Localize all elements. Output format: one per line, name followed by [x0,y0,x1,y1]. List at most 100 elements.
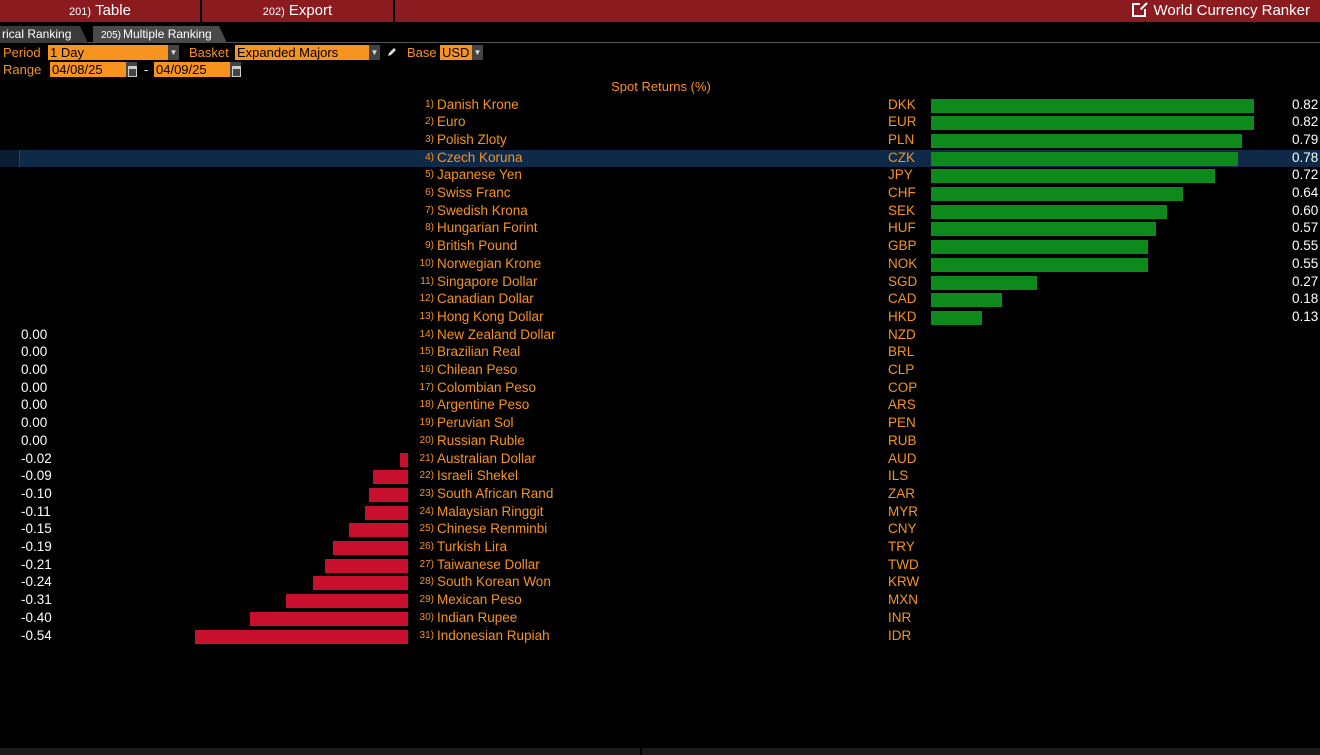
table-row[interactable]: 9) British Pound GBP 0.55 [0,238,1320,256]
return-value-label: 0.00 [21,397,48,413]
external-link-icon[interactable] [1131,1,1148,17]
return-value-label: 0.72 [1292,167,1319,183]
return-value-label: 0.00 [21,344,48,360]
currency-code: ILS [888,468,909,484]
table-row[interactable]: 31) Indonesian Rupiah IDR -0.54 [0,628,1320,646]
tab-historical-ranking[interactable]: rical Ranking [0,26,88,43]
window-title-text: World Currency Ranker [1153,2,1310,19]
basket-dropdown-icon[interactable]: ▼ [369,45,380,60]
range-separator: - [144,62,149,77]
basket-select[interactable]: Expanded Majors [235,45,369,60]
chart-title-text: Spot Returns (%) [611,79,711,94]
return-value-label: 0.00 [21,379,48,395]
table-row[interactable]: 16) Chilean Peso CLP 0.00 [0,362,1320,380]
export-button-number: 202) [262,6,285,18]
positive-return-bar [931,293,1002,308]
currency-code: HUF [888,220,916,236]
rank-number: 6) [425,187,434,198]
table-row[interactable]: 28) South Korean Won KRW -0.24 [0,574,1320,592]
rank-number: 19) [419,417,434,429]
table-row[interactable]: 27) Taiwanese Dollar TWD -0.21 [0,557,1320,575]
currency-name: Swedish Krona [437,202,528,218]
base-dropdown-icon[interactable]: ▼ [472,45,483,60]
tab-multiple-ranking[interactable]: 205) Multiple Ranking [93,26,227,43]
table-row[interactable]: 1) Danish Krone DKK 0.82 [0,97,1320,115]
rank-number: 5) [425,169,434,181]
table-row[interactable]: 19) Peruvian Sol PEN 0.00 [0,415,1320,433]
currency-name: Israeli Shekel [437,468,519,484]
currency-code: CNY [888,521,917,537]
currency-name: Taiwanese Dollar [437,556,540,572]
rank-number: 17) [419,381,434,393]
tab-historical-ranking-label: rical Ranking [2,27,72,41]
table-row[interactable]: 23) South African Rand ZAR -0.10 [0,486,1320,504]
currency-name: Colombian Peso [437,379,537,395]
rank-number: 31) [419,629,434,641]
table-row[interactable]: 25) Chinese Renminbi CNY -0.15 [0,521,1320,539]
table-row[interactable]: 13) Hong Kong Dollar HKD 0.13 [0,309,1320,327]
currency-name: South Korean Won [437,574,551,590]
export-button-label: Export [288,2,333,19]
return-value-label: -0.09 [21,468,52,484]
table-button-number: 201) [69,6,92,18]
table-row[interactable]: 20) Russian Ruble RUB 0.00 [0,433,1320,451]
table-button[interactable]: 201) Table [0,0,202,22]
currency-code: NOK [888,255,918,271]
table-row[interactable]: 2) Euro EUR 0.82 [0,114,1320,132]
return-value-label: 0.27 [1292,273,1319,289]
table-row[interactable]: 21) Australian Dollar AUD -0.02 [0,451,1320,469]
period-dropdown-icon[interactable]: ▼ [168,45,179,60]
negative-return-bar [368,487,408,502]
table-row[interactable]: 15) Brazilian Real BRL 0.00 [0,344,1320,362]
negative-return-bar [400,452,408,467]
return-value-label: -0.15 [21,521,52,537]
table-row[interactable]: 12) Canadian Dollar CAD 0.18 [0,291,1320,309]
positive-return-bar [931,98,1254,113]
table-row[interactable]: 3) Polish Zloty PLN 0.79 [0,132,1320,150]
end-calendar-icon[interactable] [230,62,241,77]
positive-return-bar [931,240,1148,255]
currency-name: Danish Krone [437,96,519,112]
bottom-scrollbar[interactable] [0,748,1320,755]
positive-return-bar [931,187,1184,201]
table-row[interactable]: 26) Turkish Lira TRY -0.19 [0,539,1320,557]
table-row[interactable]: 6) Swiss Franc CHF 0.64 [0,185,1320,203]
pencil-icon[interactable] [386,46,398,58]
rank-number: 20) [419,434,434,446]
currency-name: Chilean Peso [437,362,518,377]
return-value-label: 0.13 [1292,308,1319,324]
range-end-input[interactable]: 04/09/25 [154,62,230,77]
currency-code: TRY [888,539,915,554]
positive-return-bar [931,204,1168,219]
currency-code: MYR [888,503,918,519]
table-row[interactable]: 14) New Zealand Dollar NZD 0.00 [0,327,1320,345]
currency-code: IDR [888,627,912,643]
table-row[interactable]: 22) Israeli Shekel ILS -0.09 [0,468,1320,486]
table-row[interactable]: 10) Norwegian Krone NOK 0.55 [0,256,1320,274]
table-row[interactable]: 18) Argentine Peso ARS 0.00 [0,397,1320,415]
table-row[interactable]: 17) Colombian Peso COP 0.00 [0,380,1320,398]
rank-number: 16) [419,364,434,375]
currency-name: Hong Kong Dollar [437,308,544,324]
rank-number: 27) [419,558,434,570]
base-select[interactable]: USD [440,45,472,60]
table-row[interactable]: 8) Hungarian Forint HUF 0.57 [0,220,1320,238]
return-value-label: 0.82 [1292,114,1319,130]
start-calendar-icon[interactable] [126,62,137,77]
table-row[interactable]: 24) Malaysian Ringgit MYR -0.11 [0,504,1320,522]
period-select[interactable]: 1 Day [48,45,168,60]
range-start-input[interactable]: 04/08/25 [50,62,126,77]
table-row[interactable]: 4) Czech Koruna CZK 0.78 [0,149,1320,168]
currency-code: COP [888,379,918,395]
table-row[interactable]: 5) Japanese Yen JPY 0.72 [0,167,1320,185]
table-row[interactable]: 7) Swedish Krona SEK 0.60 [0,203,1320,221]
rank-number: 25) [419,523,434,535]
negative-return-bar [333,541,408,555]
table-row[interactable]: 29) Mexican Peso MXN -0.31 [0,592,1320,610]
table-row[interactable]: 11) Singapore Dollar SGD 0.27 [0,274,1320,292]
currency-code: PLN [888,131,915,147]
table-row[interactable]: 30) Indian Rupee INR -0.40 [0,610,1320,628]
currency-name: Norwegian Krone [437,255,542,271]
export-button[interactable]: 202) Export [202,0,395,22]
negative-return-bar [285,594,408,609]
